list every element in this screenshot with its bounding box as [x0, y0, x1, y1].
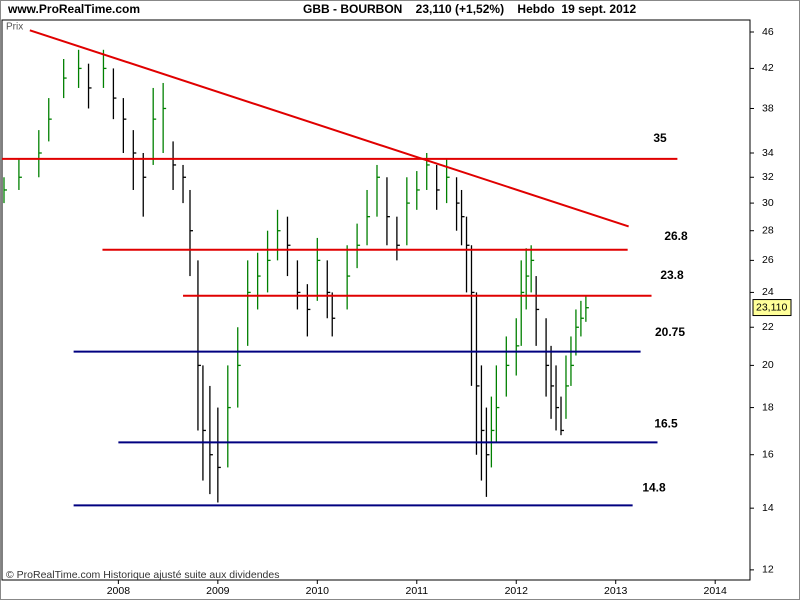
y-tick-label: 16: [762, 448, 774, 460]
y-tick-label: 28: [762, 224, 774, 236]
y-tick-label: 18: [762, 401, 774, 413]
chart-title: GBB - BOURBON 23,110 (+1,52%) Hebdo 19 s…: [303, 2, 636, 16]
y-tick-label: 32: [762, 171, 774, 183]
level-label: 23.8: [660, 268, 684, 282]
y-tick-label: 12: [762, 564, 774, 576]
trendline: [29, 29, 629, 228]
y-tick-label: 42: [762, 62, 774, 74]
level-label: 14.8: [642, 480, 666, 494]
x-tick-label: 2008: [107, 585, 131, 597]
y-tick-label: 26: [762, 254, 774, 266]
level-label: 16.5: [654, 417, 678, 431]
y-tick-label: 30: [762, 197, 774, 209]
level-label: 35: [653, 131, 667, 145]
y-tick-label: 20: [762, 359, 774, 371]
footer: © ProRealTime.com Historique ajusté suit…: [6, 569, 279, 581]
y-tick-label: 34: [762, 147, 774, 159]
y-tick-label: 14: [762, 502, 774, 514]
y-tick-label: 24: [762, 286, 774, 298]
level-label: 26.8: [664, 229, 688, 243]
plot-area: [1, 19, 751, 581]
x-tick-label: 2012: [505, 585, 529, 597]
price-label: Prix: [6, 22, 23, 33]
x-tick-label: 2013: [604, 585, 628, 597]
x-tick-label: 2010: [306, 585, 330, 597]
level-label: 20.75: [655, 325, 685, 339]
x-tick-label: 2014: [704, 585, 728, 597]
y-tick-label: 46: [762, 26, 774, 38]
x-tick-label: 2011: [405, 585, 428, 597]
last-price-box: [752, 299, 792, 317]
site-name: www.ProRealTime.com: [7, 2, 140, 16]
y-tick-label: 22: [762, 321, 774, 333]
last-price-label: 23,110: [756, 301, 787, 313]
y-tick-label: 38: [762, 102, 774, 114]
x-tick-label: 2009: [206, 585, 230, 597]
